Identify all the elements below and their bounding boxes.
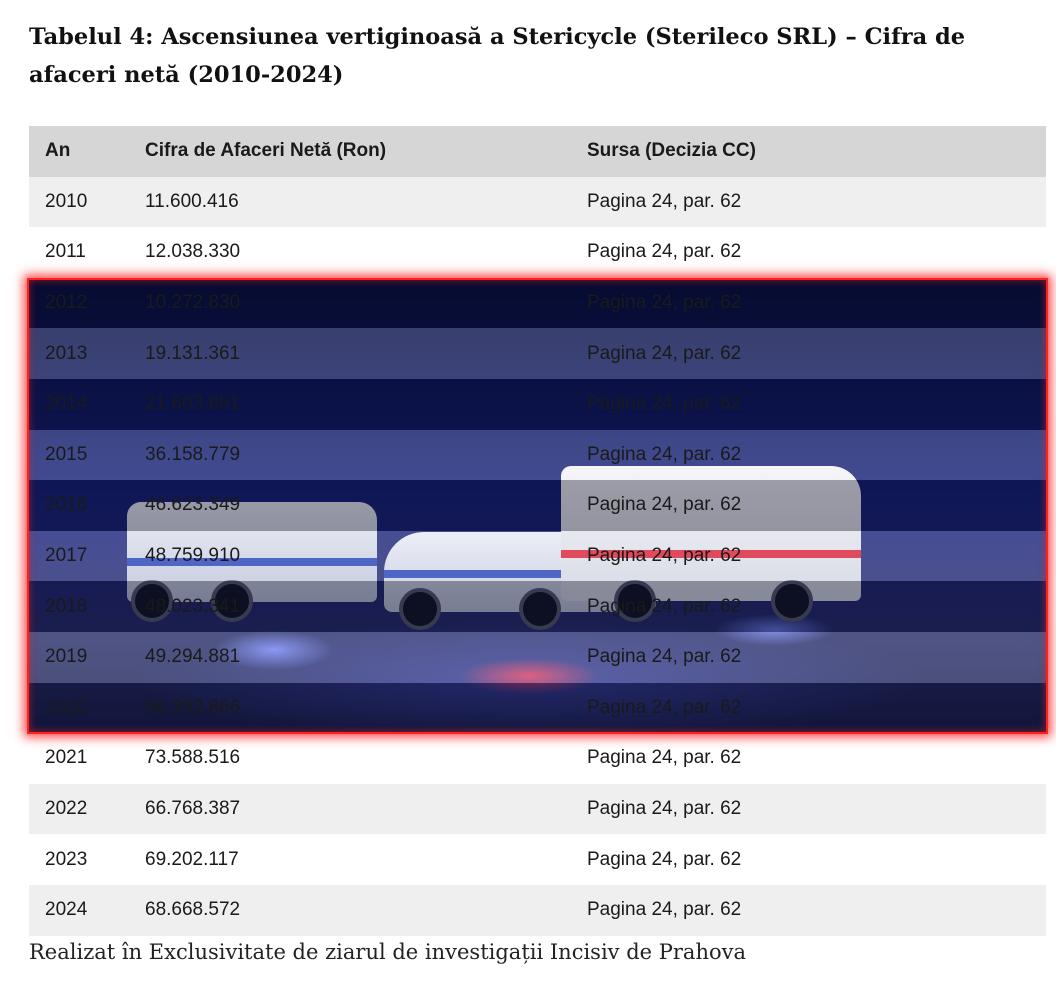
cell-source: Pagina 24, par. 62 (587, 682, 1046, 734)
table-row: 2023 69.202.117 Pagina 24, par. 62 (29, 834, 1046, 885)
header-source: Sursa (Decizia CC) (587, 126, 1046, 177)
table-row: 2018 48.023.341 Pagina 24, par. 62 (29, 581, 1046, 632)
cell-year: 2011 (29, 227, 145, 278)
cell-year: 2022 (29, 783, 145, 835)
cell-revenue: 69.202.117 (145, 834, 587, 885)
cell-year: 2014 (29, 378, 145, 430)
table-row: 2010 11.600.416 Pagina 24, par. 62 (29, 176, 1046, 228)
table-row: 2022 66.768.387 Pagina 24, par. 62 (29, 783, 1046, 835)
cell-year: 2017 (29, 530, 145, 582)
cell-revenue: 48.023.341 (145, 581, 587, 632)
table-row: 2019 49.294.881 Pagina 24, par. 62 (29, 631, 1046, 683)
cell-year: 2018 (29, 581, 145, 632)
table-row: 2015 36.158.779 Pagina 24, par. 62 (29, 429, 1046, 481)
cell-year: 2020 (29, 682, 145, 734)
cell-source: Pagina 24, par. 62 (587, 631, 1046, 683)
cell-source: Pagina 24, par. 62 (587, 884, 1046, 936)
cell-revenue: 11.600.416 (145, 176, 587, 228)
cell-revenue: 21.603.881 (145, 378, 587, 430)
cell-source: Pagina 24, par. 62 (587, 429, 1046, 481)
cell-year: 2010 (29, 176, 145, 228)
table-row: 2016 46.623.349 Pagina 24, par. 62 (29, 480, 1046, 531)
table-row: 2011 12.038.330 Pagina 24, par. 62 (29, 227, 1046, 278)
table-row: 2014 21.603.881 Pagina 24, par. 62 (29, 378, 1046, 430)
cell-source: Pagina 24, par. 62 (587, 834, 1046, 885)
cell-revenue: 12.038.330 (145, 227, 587, 278)
footer-credit: Realizat în Exclusivitate de ziarul de i… (29, 940, 746, 964)
cell-source: Pagina 24, par. 62 (587, 530, 1046, 582)
table-header-row: An Cifra de Afaceri Netă (Ron) Sursa (De… (29, 126, 1046, 177)
cell-year: 2012 (29, 277, 145, 329)
cell-source: Pagina 24, par. 62 (587, 277, 1046, 329)
cell-source: Pagina 24, par. 62 (587, 581, 1046, 632)
table-row: 2020 58.392.866 Pagina 24, par. 62 (29, 682, 1046, 734)
revenue-table: An Cifra de Afaceri Netă (Ron) Sursa (De… (29, 126, 1046, 936)
cell-year: 2024 (29, 884, 145, 936)
table-row: 2013 19.131.361 Pagina 24, par. 62 (29, 328, 1046, 379)
revenue-table-container: An Cifra de Afaceri Netă (Ron) Sursa (De… (27, 126, 1048, 936)
table-row: 2017 48.759.910 Pagina 24, par. 62 (29, 530, 1046, 582)
cell-source: Pagina 24, par. 62 (587, 227, 1046, 278)
cell-year: 2023 (29, 834, 145, 885)
cell-year: 2021 (29, 733, 145, 784)
cell-year: 2015 (29, 429, 145, 481)
table-row: 2021 73.588.516 Pagina 24, par. 62 (29, 733, 1046, 784)
cell-year: 2019 (29, 631, 145, 683)
cell-revenue: 10.272.830 (145, 277, 587, 329)
cell-revenue: 49.294.881 (145, 631, 587, 683)
table-row: 2024 68.668.572 Pagina 24, par. 62 (29, 884, 1046, 936)
cell-revenue: 19.131.361 (145, 328, 587, 379)
cell-source: Pagina 24, par. 62 (587, 783, 1046, 835)
cell-year: 2016 (29, 480, 145, 531)
header-revenue: Cifra de Afaceri Netă (Ron) (145, 126, 587, 177)
cell-revenue: 66.768.387 (145, 783, 587, 835)
cell-revenue: 68.668.572 (145, 884, 587, 936)
cell-revenue: 46.623.349 (145, 480, 587, 531)
cell-source: Pagina 24, par. 62 (587, 176, 1046, 228)
cell-source: Pagina 24, par. 62 (587, 733, 1046, 784)
header-year: An (29, 126, 145, 177)
cell-revenue: 48.759.910 (145, 530, 587, 582)
table-row: 2012 10.272.830 Pagina 24, par. 62 (29, 277, 1046, 329)
cell-revenue: 58.392.866 (145, 682, 587, 734)
cell-source: Pagina 24, par. 62 (587, 328, 1046, 379)
emergency-vehicles-photo (29, 280, 1046, 732)
cell-revenue: 36.158.779 (145, 429, 587, 481)
table-title: Tabelul 4: Ascensiunea vertiginoasă a St… (29, 24, 966, 88)
cell-source: Pagina 24, par. 62 (587, 378, 1046, 430)
cell-year: 2013 (29, 328, 145, 379)
cell-source: Pagina 24, par. 62 (587, 480, 1046, 531)
cell-revenue: 73.588.516 (145, 733, 587, 784)
